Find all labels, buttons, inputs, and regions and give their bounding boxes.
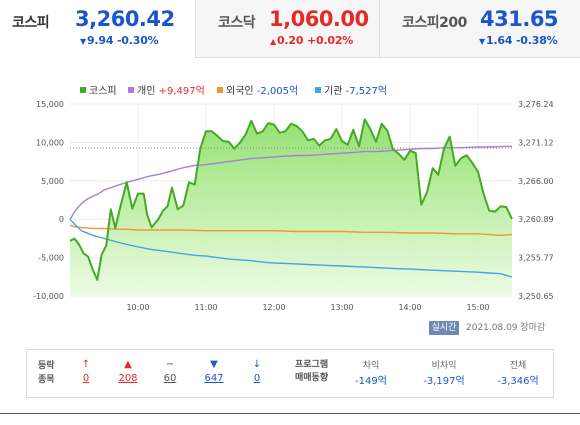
tab-kospi200-name: 코스피200 <box>402 15 467 31</box>
breadth-label: 등락 종목 <box>38 361 55 385</box>
tab-kospi[interactable]: 코스피 3,260.42 ▼9.94 -0.30% <box>0 0 196 58</box>
tab-kospi200-value: 431.65 <box>480 7 559 31</box>
breadth-count[interactable]: 0 <box>253 373 261 384</box>
upper-limit-icon: ↑ <box>81 359 91 370</box>
series-line-3 <box>69 218 513 278</box>
legend-item-institution: 기관 -7,527억 <box>315 82 387 97</box>
realtime-badge[interactable]: 실시간 <box>429 321 459 335</box>
tab-kospi-change: ▼9.94 -0.30% <box>80 34 159 47</box>
x-axis-tick-label: 13:00 <box>330 303 353 312</box>
breadth-count[interactable]: 208 <box>118 373 138 384</box>
left-axis-tick-label: 15,000 <box>36 100 64 109</box>
tab-kosdaq-name: 코스닥 <box>218 15 256 31</box>
up-arrow-icon: ▲ <box>270 37 276 46</box>
right-axis-tick-label: 3,260.89 <box>518 215 554 224</box>
legend-item-kospi: 코스피 <box>80 82 117 97</box>
tab-kosdaq-value: 1,060.00 <box>269 7 369 31</box>
left-axis-tick-label: 0 <box>59 215 64 224</box>
chart-date: 2021.08.09 장마감 <box>466 323 546 333</box>
rise-icon: ▲ <box>124 359 132 370</box>
fall-icon: ▼ <box>210 359 218 370</box>
left-axis-tick-label: 5,000 <box>41 177 64 186</box>
down-arrow-icon: ▼ <box>479 37 485 46</box>
x-axis-tick-label: 15:00 <box>466 303 489 312</box>
program-non-arbitrage: 비차익 -3,197억 <box>423 361 465 387</box>
program-total: 전체 -3,346억 <box>497 361 539 387</box>
legend-item-individual: 개인 +9,497억 <box>128 82 205 97</box>
right-axis-tick-label: 3,255.77 <box>518 254 554 263</box>
tab-kospi-name: 코스피 <box>12 15 50 31</box>
market-stats-box: 등락 종목 ↑ 0 ▲ 208 − 60 ▼ 647 ↓ 0 프로그램 매매동향… <box>26 349 554 398</box>
breadth-upper-limit: ↑ 0 <box>74 359 98 386</box>
breadth-count[interactable]: 60 <box>163 373 177 384</box>
right-axis-tick-label: 3,271.12 <box>518 138 554 147</box>
x-axis-tick-label: 10:00 <box>126 303 149 312</box>
legend-swatch <box>128 87 134 93</box>
x-axis-tick-label: 12:00 <box>262 303 285 312</box>
tab-kospi-value: 3,260.42 <box>75 7 175 31</box>
legend-swatch <box>315 87 321 93</box>
tab-kosdaq[interactable]: 코스닥 1,060.00 ▲0.20 +0.02% <box>196 0 380 58</box>
left-axis-tick-label: -5,000 <box>38 254 64 263</box>
index-tabs: 코스피 3,260.42 ▼9.94 -0.30% 코스닥 1,060.00 ▲… <box>0 0 580 58</box>
program-trading-label: 프로그램 매매동향 <box>295 360 329 383</box>
x-axis-tick-label: 14:00 <box>398 303 421 312</box>
breadth-count[interactable]: 647 <box>204 373 224 384</box>
tab-kospi200[interactable]: 코스피200 431.65 ▼1.64 -0.38% <box>380 0 580 58</box>
left-axis-tick-label: 10,000 <box>36 138 64 147</box>
intraday-chart[interactable]: 15,000 3,276.24 10,000 3,271.12 5,000 3,266.0… <box>0 96 580 316</box>
breadth-flat: − 60 <box>158 359 182 386</box>
breadth-count[interactable]: 0 <box>82 373 90 384</box>
legend-item-foreign: 외국인 -2,005억 <box>217 82 298 97</box>
bottom-divider <box>0 413 580 414</box>
right-axis-tick-label: 3,250.65 <box>518 292 554 301</box>
breadth-fall: ▼ 647 <box>202 359 226 386</box>
left-axis-tick-label: -10,000 <box>33 292 64 301</box>
kospi-area <box>70 119 512 296</box>
series-line-2 <box>69 224 513 237</box>
breadth-rise: ▲ 208 <box>116 359 140 386</box>
tab-kospi200-change: ▼1.64 -0.38% <box>479 34 558 47</box>
right-axis-tick-label: 3,266.00 <box>518 177 554 186</box>
breadth-lower-limit: ↓ 0 <box>245 359 269 386</box>
x-axis-tick-label: 11:00 <box>194 303 217 312</box>
kospi-line <box>69 118 513 281</box>
lower-limit-icon: ↓ <box>252 359 262 370</box>
right-axis-tick-label: 3,276.24 <box>518 100 554 109</box>
legend-swatch <box>217 87 223 93</box>
tab-kosdaq-change: ▲0.20 +0.02% <box>270 34 354 47</box>
unchanged-icon: − <box>165 359 175 370</box>
program-arbitrage: 차익 -149억 <box>355 361 387 387</box>
series-line-1 <box>69 145 513 220</box>
down-arrow-icon: ▼ <box>80 37 86 46</box>
legend-swatch <box>80 87 86 93</box>
